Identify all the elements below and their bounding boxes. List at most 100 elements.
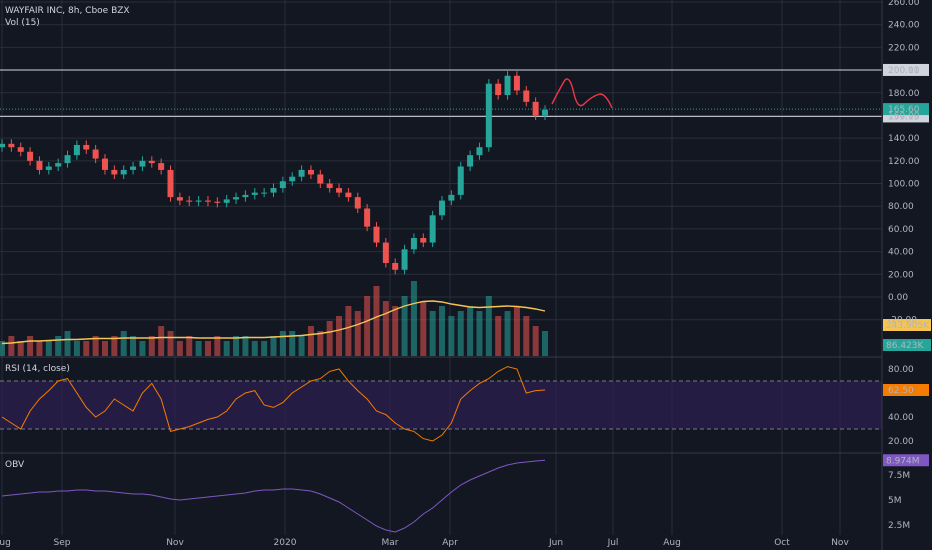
volume-bar bbox=[429, 311, 436, 356]
price-tick-label: -20.00 bbox=[888, 316, 917, 326]
volume-bar bbox=[439, 306, 446, 356]
candle-body bbox=[298, 169, 305, 177]
time-tick-label: Oct bbox=[774, 538, 790, 548]
price-tick-label: 0.00 bbox=[888, 293, 908, 303]
volume-bar bbox=[476, 311, 483, 356]
volume-bar bbox=[73, 341, 80, 356]
volume-bar bbox=[176, 341, 183, 356]
volume-bar bbox=[36, 341, 43, 356]
candle-body bbox=[289, 176, 296, 182]
last-price-badge bbox=[883, 103, 929, 116]
candle-body bbox=[27, 151, 34, 161]
candle-body bbox=[176, 197, 183, 201]
candle-body bbox=[242, 194, 249, 198]
volume-bar bbox=[354, 311, 361, 356]
projection-drawing[interactable] bbox=[551, 78, 613, 109]
candle-body bbox=[307, 169, 314, 175]
obv-tick-label: 7.5M bbox=[888, 471, 910, 481]
volume-bar bbox=[401, 296, 408, 356]
time-tick-label: Jul bbox=[607, 538, 619, 548]
candle-body bbox=[504, 75, 511, 96]
candle-body bbox=[204, 200, 211, 202]
price-tick-label: 40.00 bbox=[888, 248, 914, 258]
time-tick-label: Aug bbox=[0, 538, 11, 548]
vol-label[interactable]: Vol (15) bbox=[5, 18, 40, 28]
volume-series: 243.905K 86.423K bbox=[0, 281, 931, 356]
volume-bar bbox=[242, 336, 249, 356]
candle-body bbox=[354, 197, 361, 209]
candle-body bbox=[233, 197, 240, 200]
candle-body bbox=[495, 83, 502, 96]
candle-body bbox=[214, 201, 221, 203]
volume-bar bbox=[373, 286, 380, 356]
volume-bar bbox=[513, 306, 520, 356]
price-tick-label: 120.00 bbox=[888, 157, 920, 167]
candle-body bbox=[101, 158, 108, 170]
candle-body bbox=[158, 163, 165, 170]
volume-bar bbox=[523, 316, 530, 356]
volume-bar bbox=[233, 336, 240, 356]
price-tick-label: 100.00 bbox=[888, 180, 920, 190]
candle-body bbox=[92, 149, 99, 159]
candle-body bbox=[130, 166, 137, 170]
candle-body bbox=[111, 169, 118, 175]
volume-bar bbox=[92, 336, 99, 356]
candle-body bbox=[223, 199, 230, 203]
obv-last-label: 8.974M bbox=[886, 456, 920, 466]
volume-bar bbox=[195, 341, 202, 356]
rsi-last-badge bbox=[883, 384, 929, 396]
last-price-label: 165.60 bbox=[888, 105, 920, 115]
volume-bar bbox=[467, 306, 474, 356]
rsi-tick-label: 40.00 bbox=[888, 413, 914, 423]
volume-ma-label: 243.905K bbox=[886, 321, 930, 331]
rsi-tick-label: 80.00 bbox=[888, 365, 914, 375]
time-tick-label: Apr bbox=[442, 538, 458, 548]
candle-body bbox=[36, 160, 43, 170]
candle-body bbox=[167, 169, 174, 198]
volume-bar bbox=[8, 336, 15, 356]
volume-bar bbox=[148, 336, 155, 356]
time-tick-label: 2020 bbox=[274, 538, 297, 548]
horizontal-line-badge bbox=[883, 63, 929, 76]
volume-bar bbox=[120, 331, 127, 356]
volume-bar bbox=[326, 321, 333, 356]
price-tick-label: 260.00 bbox=[888, 0, 920, 8]
candle-body bbox=[467, 155, 474, 167]
rsi-band bbox=[0, 381, 882, 429]
price-tick-label: 240.00 bbox=[888, 21, 920, 31]
horizontal-line-label: 200.11 bbox=[888, 66, 920, 76]
candle-body bbox=[64, 155, 71, 164]
volume-last-label: 86.423K bbox=[886, 341, 924, 351]
volume-bar bbox=[448, 316, 455, 356]
obv-label[interactable]: OBV bbox=[5, 460, 25, 470]
volume-bar bbox=[457, 311, 464, 356]
volume-bar bbox=[186, 336, 193, 356]
time-tick-label: Mar bbox=[382, 538, 399, 548]
obv-last-badge bbox=[883, 454, 929, 467]
candle-body bbox=[45, 166, 52, 170]
candle-body bbox=[83, 144, 90, 150]
volume-bar bbox=[261, 341, 268, 356]
grid bbox=[0, 0, 882, 535]
candle-body bbox=[8, 143, 15, 148]
candle-body bbox=[251, 192, 258, 195]
candle-body bbox=[420, 238, 427, 243]
obv-line bbox=[1, 459, 546, 533]
candle-body bbox=[401, 249, 408, 270]
time-tick-label: Nov bbox=[166, 538, 184, 548]
volume-bar bbox=[364, 296, 371, 356]
candle-body bbox=[317, 174, 324, 184]
candle-body bbox=[186, 200, 193, 202]
volume-bar bbox=[410, 281, 417, 356]
volume-bar bbox=[307, 326, 314, 356]
volume-bar bbox=[289, 331, 296, 356]
symbol-title[interactable]: WAYFAIR INC, 8h, Cboe BZX bbox=[5, 6, 130, 16]
volume-bar bbox=[485, 296, 492, 356]
volume-bar bbox=[139, 341, 146, 356]
rsi-label[interactable]: RSI (14, close) bbox=[5, 364, 70, 374]
candle-body bbox=[336, 188, 343, 193]
